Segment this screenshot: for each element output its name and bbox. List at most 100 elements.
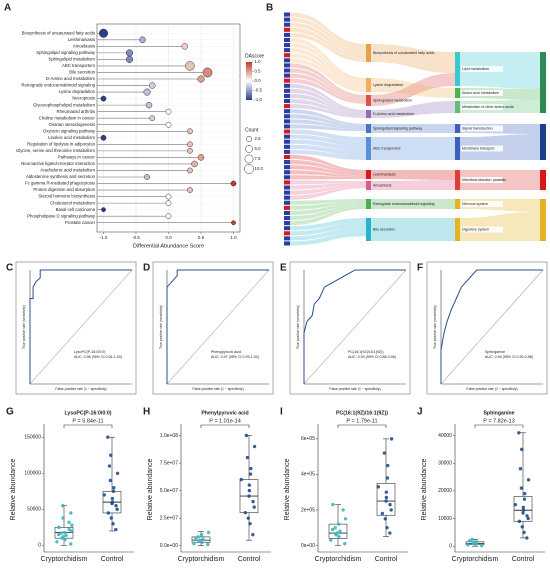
point [388, 531, 392, 535]
metabolite-node [284, 195, 290, 200]
category-node [540, 199, 546, 241]
annotation: AUC: 0.94 (95% CI 0.90-0.98) [485, 355, 533, 359]
annotation: Phenylpyruvic acid [211, 350, 241, 354]
point [247, 494, 251, 498]
y-tick-label: 20000 [438, 488, 452, 494]
point [466, 543, 470, 547]
y-tick-label: Sphingolipid signaling pathway [36, 50, 96, 55]
metabolite-node [284, 180, 290, 185]
flow [371, 78, 455, 98]
panel-letter: A [4, 3, 11, 14]
y-tick-label: Aldosterone synthesis and secretion [26, 174, 96, 179]
y-tick-label: Rheumatoid arthritis [57, 109, 95, 114]
y-tick-label: 0 [38, 543, 41, 549]
point [110, 500, 115, 504]
class-node [455, 88, 460, 98]
point [108, 478, 113, 483]
point [343, 517, 348, 521]
class-node [455, 199, 460, 209]
dot [139, 36, 146, 44]
flow [290, 160, 366, 174]
y-tick-label: Choline metabolism in cancer [39, 115, 96, 120]
colorbar-label: -0.5 [255, 88, 263, 93]
flow [290, 139, 366, 151]
point [198, 538, 202, 542]
metabolite-node [284, 170, 290, 175]
point [192, 541, 196, 546]
panel-letter: E [280, 263, 287, 274]
point [389, 508, 393, 512]
y-tick-label: Oxytocin signaling pathway [43, 128, 96, 133]
y-axis-label: Relative abundance [284, 458, 291, 520]
y-tick-label: 100000 [24, 471, 41, 477]
pathway-label: Sphingolipid signaling pathway [373, 126, 422, 130]
panel-title: LysoPC(P-16:0/0:0) [64, 410, 111, 416]
y-tick-label: 6e+05 [301, 436, 315, 442]
y-tick-label: Cholesterol metabolism [50, 200, 95, 205]
dot [185, 61, 195, 71]
point [337, 534, 341, 539]
flow [290, 201, 366, 210]
point [111, 489, 116, 494]
point [111, 522, 115, 526]
point [389, 437, 394, 441]
flow [371, 73, 455, 106]
pathway-node [366, 44, 371, 62]
point [382, 451, 387, 455]
metabolite-node [284, 93, 290, 98]
pathway-node [366, 95, 371, 106]
flow [290, 53, 366, 90]
point [252, 505, 256, 509]
panel-title: Sphinganine [483, 410, 514, 416]
colorbar-label: 0.0 [255, 78, 262, 83]
point [55, 540, 59, 544]
point [114, 527, 118, 532]
point [521, 505, 526, 510]
pathway-node [366, 218, 371, 241]
dot [100, 95, 107, 102]
annotation: AUC: 0.93 (95% CI 0.88-0.98) [348, 355, 396, 359]
annotation: LysoPC(P-16:0/0:0) [74, 350, 105, 354]
pathway-label: Biosynthesis of unsaturated fatty acids [373, 51, 435, 55]
size-label: 5.0 [255, 146, 262, 151]
category-node [540, 124, 546, 160]
class-node [455, 170, 460, 190]
point [61, 516, 65, 520]
point [470, 537, 474, 542]
y-tick-label: 5.0e+07 [160, 488, 178, 494]
metabolite-node [284, 119, 290, 124]
dot [98, 28, 109, 38]
point [57, 525, 61, 530]
y-tick-label: 1.0e+08 [160, 433, 178, 439]
x-tick-label: Control [101, 556, 124, 563]
class-label-box [461, 104, 503, 110]
point [106, 435, 110, 439]
flow [290, 129, 366, 142]
dot [143, 88, 151, 96]
point [67, 527, 71, 532]
box [513, 496, 533, 522]
metabolite-node [284, 226, 290, 231]
point [69, 542, 73, 546]
category-node [540, 52, 546, 113]
colorbar [246, 62, 252, 100]
flow [290, 83, 366, 112]
point [61, 535, 65, 539]
annotation: PC(16:1(9Z)/16:1(9Z)) [348, 350, 384, 354]
point [526, 478, 531, 482]
flow [290, 63, 366, 98]
y-tick-label: 4e+05 [301, 472, 315, 478]
size-key [245, 145, 253, 153]
box [376, 482, 396, 516]
x-tick-label: Control [238, 556, 261, 563]
class-label-box [461, 90, 503, 96]
pathway-node [366, 137, 371, 160]
y-tick-label: Biosynthesis of unsaturated fatty acids [22, 30, 95, 35]
point [199, 532, 204, 537]
point [520, 447, 524, 452]
point [467, 538, 472, 543]
p-bracket [63, 424, 113, 428]
dot [149, 82, 156, 89]
class-node [455, 52, 460, 86]
flow [290, 78, 366, 104]
